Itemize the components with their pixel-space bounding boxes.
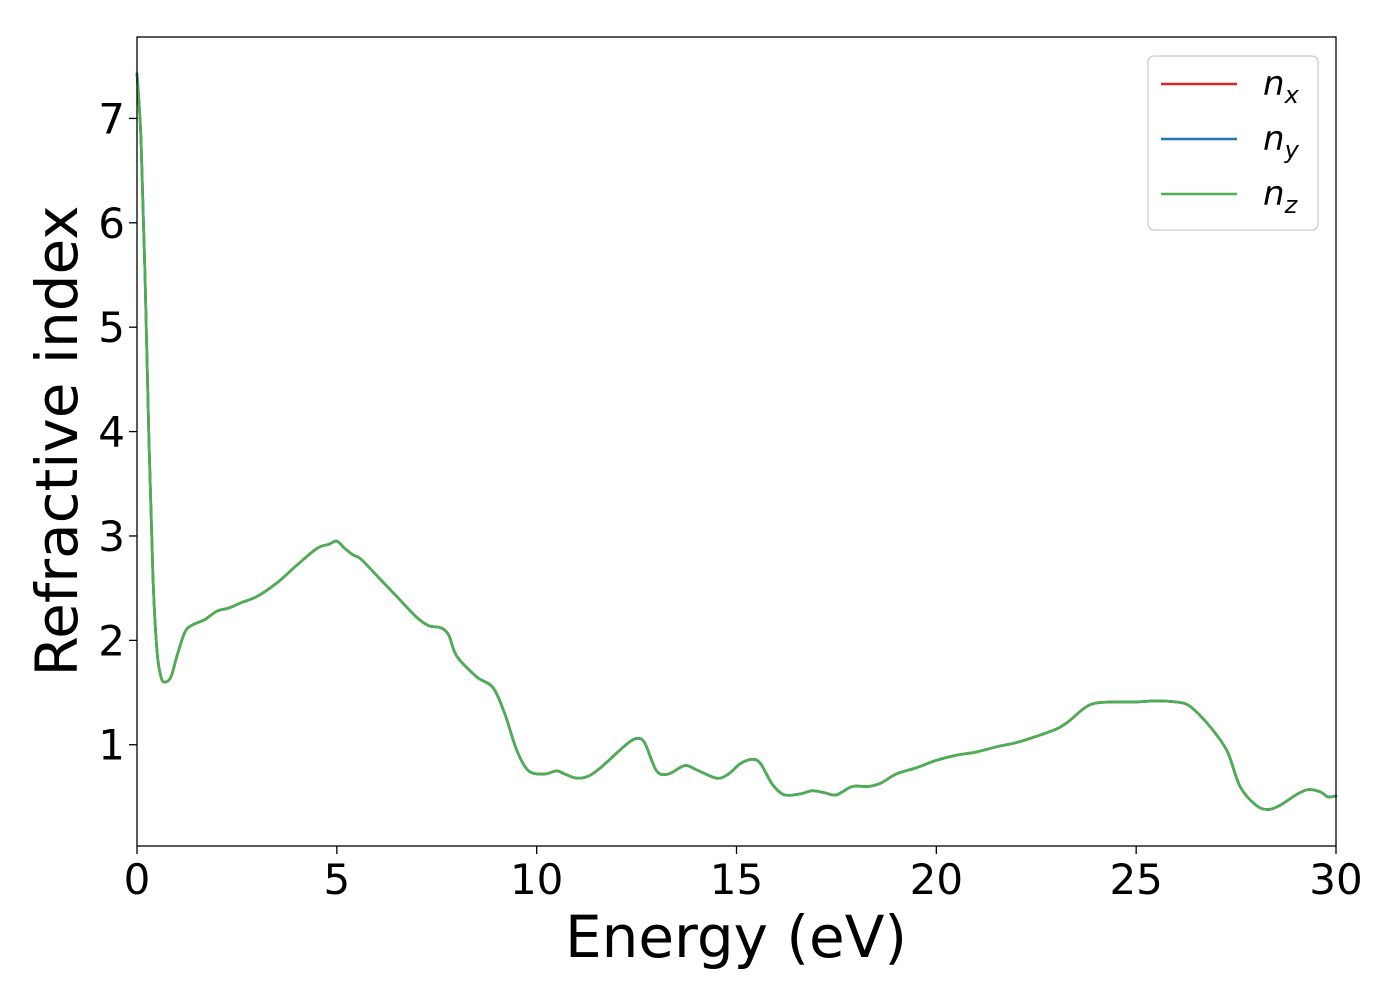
y-tick-label: 6 — [98, 199, 125, 248]
series-line-nz — [135, 72, 1338, 811]
y-tick-label: 4 — [98, 408, 125, 457]
series-layer — [135, 72, 1338, 811]
x-tick-label: 0 — [124, 855, 151, 904]
legend-box — [1147, 55, 1319, 231]
y-axis-title: Refractive index — [23, 205, 91, 676]
y-tick-label: 3 — [98, 512, 125, 561]
y-axis: 1 2 3 4 5 6 7 — [98, 94, 137, 770]
y-tick-label: 7 — [98, 94, 125, 143]
x-tick-label: 20 — [910, 855, 963, 904]
y-tick-label: 2 — [98, 616, 125, 665]
x-tick-label: 30 — [1309, 855, 1362, 904]
x-tick-label: 10 — [510, 855, 563, 904]
x-axis: 0 5 10 15 20 25 30 — [124, 846, 1363, 904]
x-axis-title: Energy (eV) — [565, 903, 907, 971]
x-tick-label: 5 — [323, 855, 350, 904]
x-tick-label: 25 — [1109, 855, 1162, 904]
y-tick-label: 5 — [98, 303, 125, 352]
legend-label-nz: nz — [1263, 174, 1299, 219]
x-tick-label: 15 — [710, 855, 763, 904]
y-tick-label: 1 — [98, 721, 125, 770]
